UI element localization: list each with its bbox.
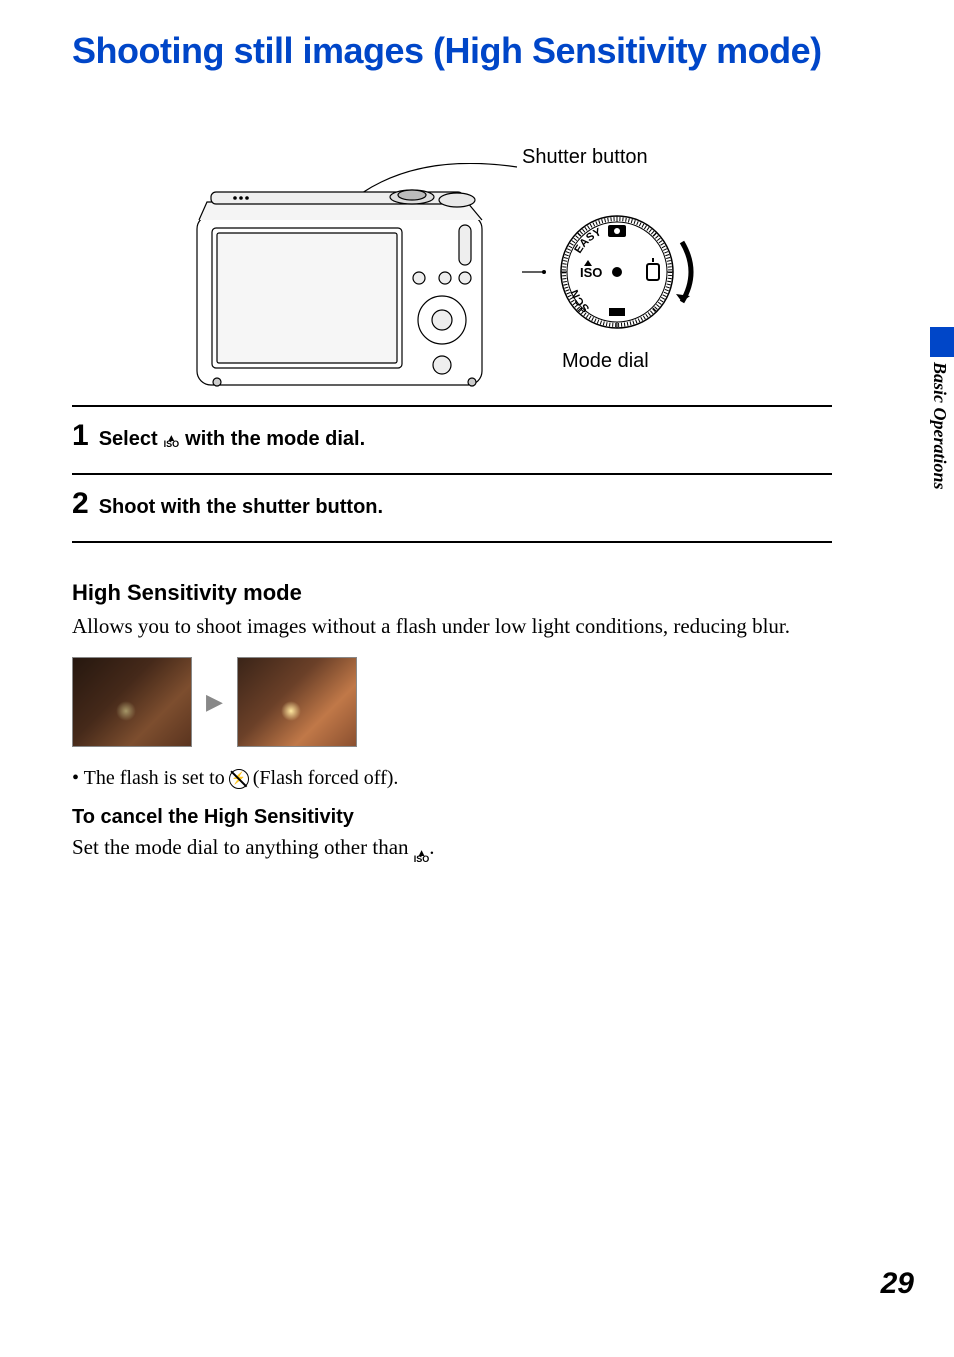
flash-off-icon: ⚡ — [229, 769, 249, 789]
step-text-after: with the mode dial. — [185, 428, 365, 451]
flash-note: • The flash is set to ⚡ (Flash forced of… — [72, 767, 832, 790]
cancel-body-before: Set the mode dial to anything other than — [72, 835, 414, 859]
page-title: Shooting still images (High Sensitivity … — [72, 30, 822, 72]
step-number: 1 — [72, 421, 89, 451]
mode-dial-illustration: EASY ISO SCN — [522, 202, 712, 342]
svg-text:ISO: ISO — [580, 265, 602, 280]
comparison-photos: ▶ — [72, 657, 832, 747]
camera-diagram: Shutter button — [72, 130, 832, 395]
step-number: 2 — [72, 489, 89, 519]
page-number: 29 — [881, 1267, 914, 1301]
cancel-body: Set the mode dial to anything other than… — [72, 835, 832, 860]
step-text: Shoot with the shutter button. — [99, 496, 383, 519]
iso-icon: ▲ISO — [414, 851, 430, 862]
camera-illustration — [187, 170, 497, 400]
arrow-icon: ▶ — [206, 689, 223, 715]
iso-icon: ▲ISO — [164, 436, 180, 447]
content-area: High Sensitivity mode Allows you to shoo… — [72, 580, 832, 878]
bullet-prefix: • The flash is set to — [72, 767, 225, 790]
high-sensitivity-heading: High Sensitivity mode — [72, 580, 832, 606]
shutter-button-label: Shutter button — [522, 146, 648, 169]
steps-list: 1 Select ▲ISO with the mode dial. 2 Shoo… — [72, 405, 832, 543]
bullet-suffix: (Flash forced off). — [253, 767, 399, 790]
mode-dial-label: Mode dial — [562, 350, 649, 373]
section-label: Basic Operations — [929, 362, 950, 490]
step-text-before: Select — [99, 428, 158, 451]
sample-photo-before — [72, 657, 192, 747]
side-tab — [930, 327, 954, 357]
high-sensitivity-body: Allows you to shoot images without a fla… — [72, 614, 832, 639]
step-text: Select ▲ISO with the mode dial. — [99, 428, 365, 451]
step-1: 1 Select ▲ISO with the mode dial. — [72, 405, 832, 473]
step-text-before: Shoot with the shutter button. — [99, 496, 383, 519]
sample-photo-after — [237, 657, 357, 747]
step-2: 2 Shoot with the shutter button. — [72, 473, 832, 543]
cancel-heading: To cancel the High Sensitivity — [72, 806, 832, 829]
cancel-body-after: . — [429, 835, 434, 859]
